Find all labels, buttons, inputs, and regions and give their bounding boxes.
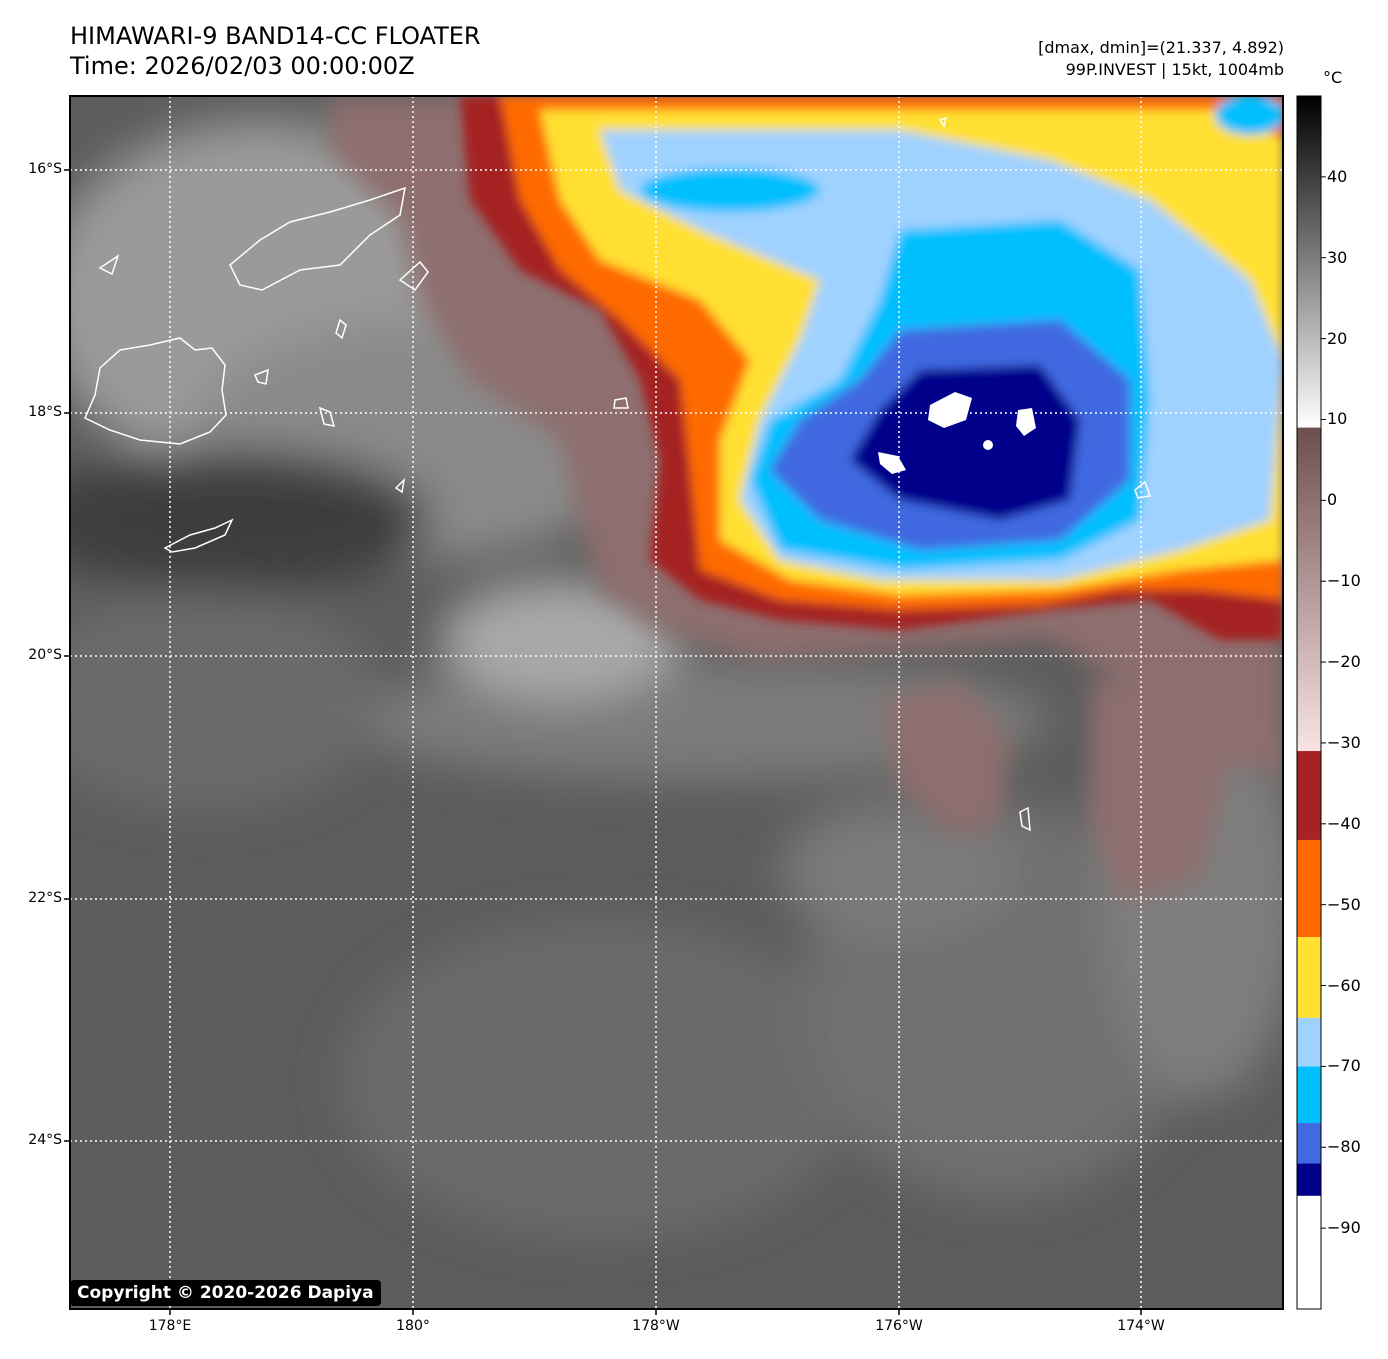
colorbar-tick-label: −40	[1327, 813, 1361, 833]
colorbar-tick-label: −30	[1327, 732, 1361, 752]
lon-label-178e: 178°E	[148, 1318, 192, 1334]
colorbar-segment	[1297, 1123, 1321, 1164]
colorbar-segment	[1297, 1066, 1321, 1124]
colorbar	[1297, 96, 1326, 1309]
colorbar-frame	[1296, 95, 1322, 1310]
colorbar-tick-label: 0	[1327, 490, 1338, 510]
title-line-1: HIMAWARI-9 BAND14-CC FLOATER	[70, 22, 481, 50]
colorbar-tick-label: 10	[1327, 409, 1348, 429]
colorbar-gradient-segment	[1297, 96, 1321, 428]
lon-label-180: 180°	[396, 1318, 430, 1334]
colorbar-segment	[1297, 751, 1321, 840]
colorbar-tick-label: 40	[1327, 166, 1348, 186]
colorbar-tick-label: −50	[1327, 894, 1361, 914]
colorbar-segment	[1297, 937, 1321, 1018]
colorbar-tick-label: −90	[1327, 1218, 1361, 1238]
axis-ticks	[64, 169, 1142, 1315]
colorbar-segment	[1297, 1017, 1321, 1067]
lat-label-16s: 16°S	[28, 161, 62, 177]
colorbar-segment	[1297, 1195, 1321, 1309]
colorbar-segment	[1297, 1163, 1321, 1196]
plot-frame	[69, 95, 1284, 1310]
title-line-2: Time: 2026/02/03 00:00:00Z	[70, 52, 415, 80]
stats-text: [dmax, dmin]=(21.337, 4.892)	[1038, 38, 1284, 57]
colorbar-tick-label: −70	[1327, 1056, 1361, 1076]
colorbar-tick-label: −60	[1327, 975, 1361, 995]
lon-label-174w: 174°W	[1117, 1318, 1165, 1334]
storm-info-text: 99P.INVEST | 15kt, 1004mb	[1065, 60, 1284, 79]
lon-label-178w: 178°W	[632, 1318, 680, 1334]
satellite-imagery	[70, 96, 1283, 1309]
lat-label-20s: 20°S	[28, 647, 62, 663]
lat-label-18s: 18°S	[28, 404, 62, 420]
colorbar-unit: °C	[1323, 68, 1343, 87]
lon-label-176w: 176°W	[875, 1318, 923, 1334]
colorbar-gradient-segment	[1297, 427, 1321, 752]
colorbar-tick-label: 30	[1327, 247, 1348, 267]
colorbar-tick-label: −10	[1327, 571, 1361, 591]
colorbar-tick-label: −20	[1327, 652, 1361, 672]
copyright-badge: Copyright © 2020-2026 Dapiya	[70, 1280, 381, 1306]
colorbar-tick-label: −80	[1327, 1137, 1361, 1157]
lat-label-22s: 22°S	[28, 890, 62, 906]
colorbar-segment	[1297, 839, 1321, 938]
lat-label-24s: 24°S	[28, 1132, 62, 1148]
colorbar-tick-label: 20	[1327, 328, 1348, 348]
graticule	[70, 96, 1283, 1309]
